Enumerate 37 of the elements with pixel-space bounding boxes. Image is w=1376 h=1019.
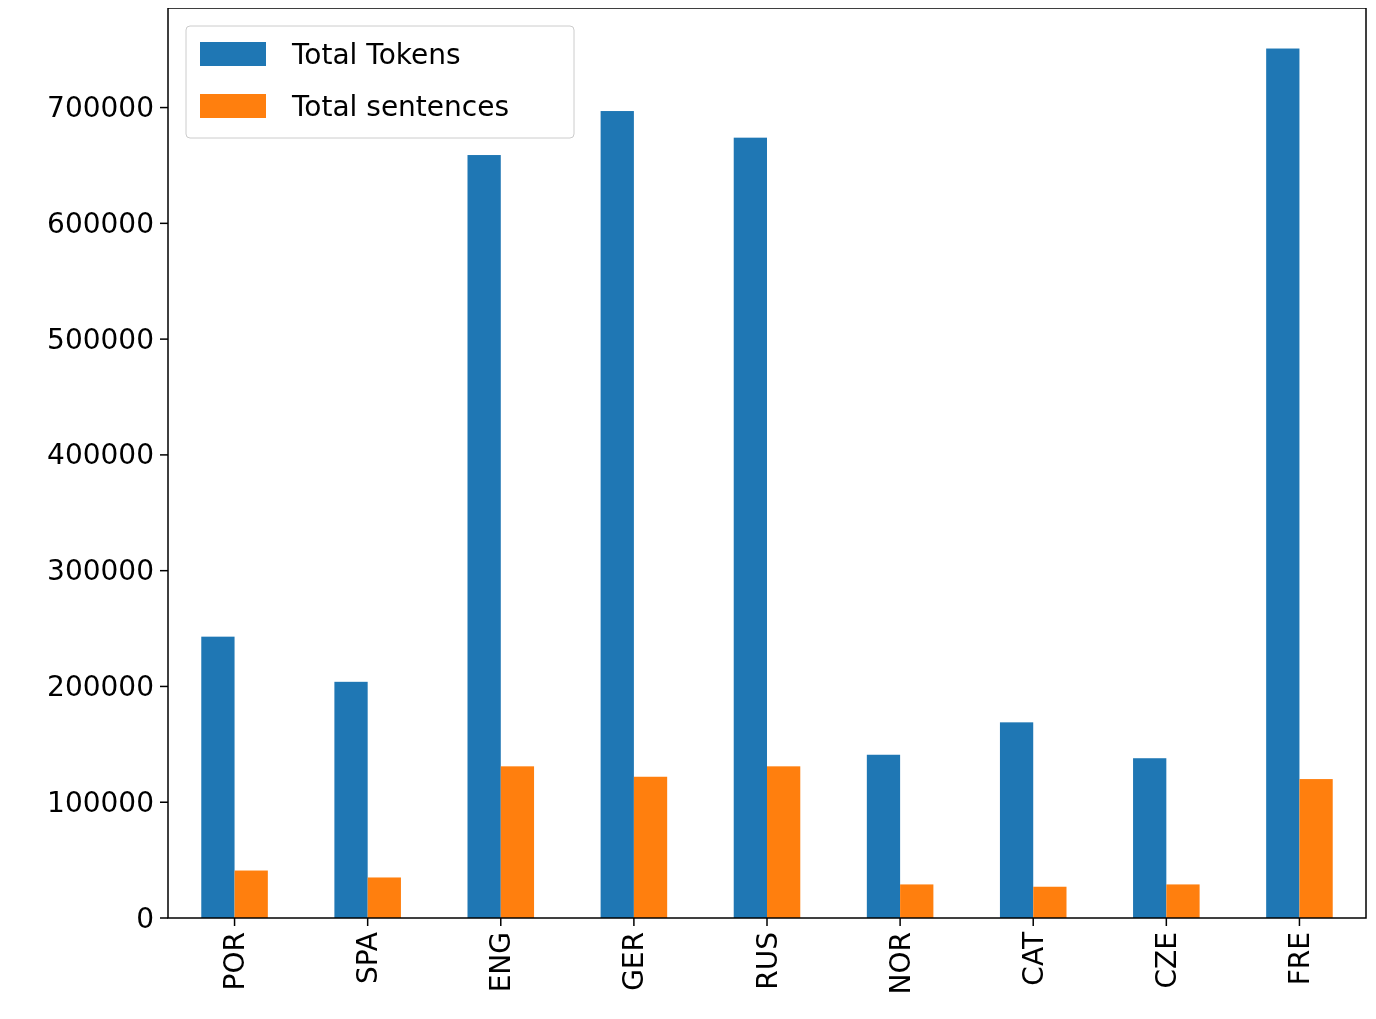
bar <box>1033 886 1067 918</box>
bar <box>367 877 401 918</box>
bar <box>900 884 934 918</box>
bar <box>1133 758 1167 918</box>
y-tick-label: 700000 <box>47 91 154 125</box>
y-tick-label: 200000 <box>47 669 154 703</box>
x-tick-label: CZE <box>1149 932 1183 989</box>
y-tick-label: 100000 <box>47 785 154 819</box>
x-tick-label: POR <box>218 932 252 991</box>
x-tick-label: GER <box>617 932 651 991</box>
x-tick-label: NOR <box>883 932 917 995</box>
bar <box>633 776 668 918</box>
bar <box>733 137 767 918</box>
legend-label: Total Tokens <box>291 37 461 71</box>
bar <box>467 155 501 918</box>
x-tick-label: RUS <box>750 932 784 990</box>
bar <box>866 754 901 918</box>
y-tick-label: 400000 <box>47 438 154 472</box>
bar <box>1166 884 1200 918</box>
bar <box>600 111 634 918</box>
bar <box>1299 779 1333 918</box>
bar <box>1266 48 1300 918</box>
y-tick-label: 300000 <box>47 554 154 588</box>
bar <box>500 766 535 918</box>
bar <box>999 722 1034 918</box>
x-tick-label: ENG <box>484 932 518 993</box>
y-tick-label: 0 <box>136 901 154 935</box>
y-tick-label: 500000 <box>47 322 154 356</box>
x-tick-label: CAT <box>1016 931 1050 986</box>
bar <box>234 870 268 918</box>
bar <box>201 636 235 918</box>
x-tick-label: SPA <box>351 932 385 985</box>
bar <box>334 681 368 918</box>
x-tick-label: FRE <box>1282 932 1316 986</box>
y-tick-label: 600000 <box>47 206 154 240</box>
legend-label: Total sentences <box>291 89 510 123</box>
bar <box>767 766 801 918</box>
